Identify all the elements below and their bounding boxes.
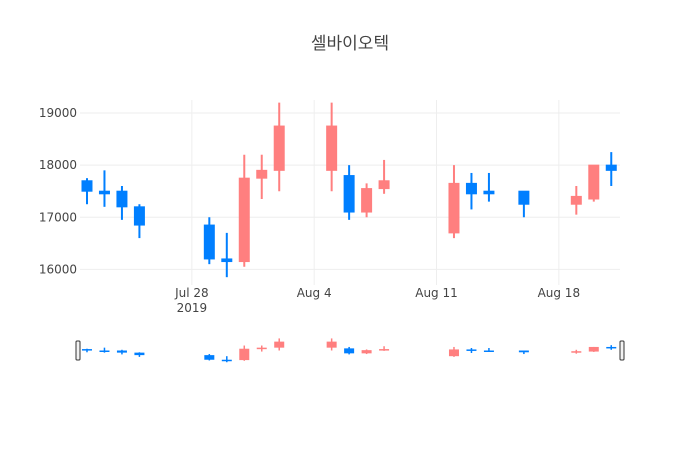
candle-body <box>238 177 250 263</box>
candles <box>81 102 617 278</box>
range-slider-left-handle[interactable] <box>75 340 81 361</box>
mini-candle <box>448 346 459 357</box>
mini-candle <box>518 350 529 355</box>
candle-body <box>116 190 128 208</box>
mini-candle <box>99 347 110 353</box>
mini-candle <box>379 346 390 351</box>
candle-body <box>273 125 285 171</box>
mini-candle <box>239 345 250 361</box>
candle-body <box>588 164 600 200</box>
mini-candle <box>256 345 267 352</box>
mini-candle-body <box>379 349 390 351</box>
candle-body <box>98 190 110 195</box>
x-tick-label: Aug 4 <box>297 286 332 300</box>
candle-body <box>483 190 495 195</box>
candle-body <box>378 180 390 190</box>
candle-increasing[interactable] <box>361 183 373 218</box>
candle-body <box>343 175 355 213</box>
candle-decreasing[interactable] <box>116 185 128 220</box>
mini-candle <box>344 346 355 355</box>
candle-increasing[interactable] <box>448 165 460 239</box>
mini-candle-body <box>204 355 215 360</box>
candle-increasing[interactable] <box>588 164 600 202</box>
candle-decreasing[interactable] <box>483 172 495 202</box>
candle-increasing[interactable] <box>238 154 250 267</box>
candle-decreasing[interactable] <box>518 190 530 218</box>
candle-body <box>203 224 215 260</box>
x-tick-label: Jul 28 <box>174 286 209 300</box>
mini-candle <box>588 346 599 352</box>
mini-candle <box>606 345 617 350</box>
mini-candle-body <box>466 349 477 351</box>
range-slider[interactable] <box>75 337 625 364</box>
mini-candle <box>571 349 582 354</box>
candle-body <box>326 125 338 171</box>
candle-body <box>518 190 530 205</box>
mini-candle-body <box>518 350 529 353</box>
candle-body <box>361 188 373 213</box>
mini-candle <box>221 356 232 363</box>
candle-body <box>605 164 617 171</box>
mini-candle <box>274 338 285 351</box>
range-slider-candles <box>81 338 617 363</box>
mini-candle-body <box>571 351 582 353</box>
candle-decreasing[interactable] <box>605 152 617 186</box>
candle-body <box>133 206 145 226</box>
y-axis: 16000 17000 18000 19000 <box>39 106 77 276</box>
mini-candle-body <box>99 350 110 352</box>
mini-candle <box>116 349 127 355</box>
mini-candle <box>483 348 494 352</box>
candle-increasing[interactable] <box>326 102 338 192</box>
mini-candle-body <box>116 350 127 353</box>
mini-candle-body <box>483 350 494 352</box>
mini-candle <box>81 348 92 353</box>
candle-body <box>570 195 582 205</box>
candle-decreasing[interactable] <box>465 172 477 210</box>
mini-candle-body <box>134 352 145 356</box>
candle-body <box>221 258 233 263</box>
y-tick-label: 18000 <box>39 158 77 172</box>
candle-body <box>465 182 477 195</box>
mini-candle-body <box>448 349 459 357</box>
mini-candle-body <box>274 341 285 348</box>
mini-candle <box>466 348 477 353</box>
mini-candle <box>134 352 145 357</box>
candle-body <box>81 180 93 192</box>
candle-decreasing[interactable] <box>98 170 110 207</box>
candle-increasing[interactable] <box>273 102 285 192</box>
chart-title: 셀바이오텍 <box>311 34 389 54</box>
x-tick-label: Aug 18 <box>538 286 581 300</box>
y-tick-label: 16000 <box>39 262 77 276</box>
candle-decreasing[interactable] <box>221 232 233 278</box>
mini-candle-body <box>256 347 267 350</box>
mini-candle-body <box>326 341 337 348</box>
mini-candle-body <box>344 348 355 354</box>
candle-increasing[interactable] <box>570 185 582 215</box>
mini-candle <box>204 354 215 361</box>
candle-body <box>256 169 268 179</box>
mini-candle-body <box>588 346 599 352</box>
range-slider-right-handle[interactable] <box>619 340 625 361</box>
candle-decreasing[interactable] <box>81 178 93 205</box>
candle-decreasing[interactable] <box>133 204 145 239</box>
mini-candle-body <box>239 348 250 361</box>
candle-body <box>448 182 460 234</box>
mini-candle-body <box>81 349 92 351</box>
mini-candle <box>361 349 372 355</box>
x-tick-label: Aug 11 <box>415 286 458 300</box>
candle-decreasing[interactable] <box>343 165 355 220</box>
candle-increasing[interactable] <box>378 159 390 194</box>
mini-candle-body <box>361 350 372 354</box>
mini-candle-body <box>606 346 617 349</box>
candle-decreasing[interactable] <box>203 217 215 265</box>
mini-candle-body <box>221 359 232 362</box>
candle-increasing[interactable] <box>256 154 268 200</box>
y-tick-label: 17000 <box>39 210 77 224</box>
y-tick-label: 19000 <box>39 106 77 120</box>
x-tick-sublabel: 2019 <box>177 301 208 315</box>
mini-candle <box>326 338 337 351</box>
